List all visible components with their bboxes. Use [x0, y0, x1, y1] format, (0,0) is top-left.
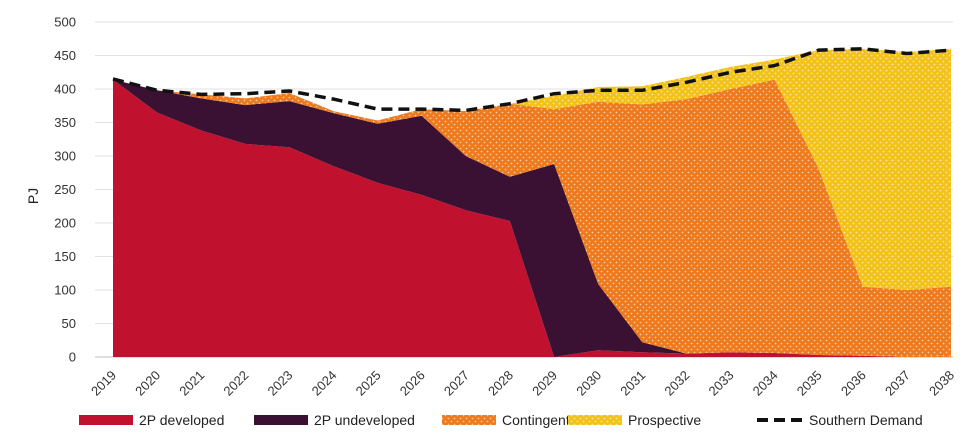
y-tick-label: 450 [54, 48, 76, 63]
legend-label: Prospective [628, 412, 701, 428]
y-axis-label: PJ [25, 188, 41, 204]
legend-swatch [568, 415, 622, 425]
x-tick-label: 2036 [838, 368, 869, 399]
area-series-group [113, 48, 951, 357]
x-tick-label: 2035 [794, 368, 825, 399]
y-tick-label: 400 [54, 82, 76, 97]
demand-line-group [112, 47, 952, 113]
area-prospective [113, 48, 951, 290]
x-tick-label: 2030 [573, 368, 604, 399]
y-tick-label: 300 [54, 149, 76, 164]
x-tick-label: 2028 [485, 368, 516, 399]
legend: 2P developed 2P undeveloped Contingent Pros… [79, 412, 923, 428]
y-axis: 0 50 100 150 200 250 300 350 400 450 500 [54, 15, 76, 365]
x-tick-label: 2025 [353, 368, 384, 399]
y-tick-label: 250 [54, 182, 76, 197]
legend-swatch [254, 415, 308, 425]
legend-label: Southern Demand [809, 412, 923, 428]
x-tick-label: 2020 [132, 368, 163, 399]
legend-item-contingent: Contingent [442, 412, 570, 428]
x-tick-label: 2021 [176, 368, 207, 399]
x-tick-label: 2032 [661, 368, 692, 399]
x-axis: 2019 2020 2021 2022 2023 2024 2025 2026 2027 2028… [88, 368, 957, 399]
x-tick-label: 2037 [882, 368, 913, 399]
legend-item-2p-developed: 2P developed [79, 412, 224, 428]
legend-item-southern-demand: Southern Demand [757, 412, 923, 428]
legend-label: 2P developed [139, 412, 224, 428]
legend-swatch [442, 415, 496, 425]
legend-label: 2P undeveloped [314, 412, 415, 428]
line-southern-demand [112, 47, 952, 113]
area-2p-undeveloped [113, 79, 951, 357]
x-tick-label: 2038 [926, 368, 957, 399]
legend-item-2p-undeveloped: 2P undeveloped [254, 412, 415, 428]
y-tick-label: 200 [54, 216, 76, 231]
area-contingent [113, 79, 951, 357]
legend-item-prospective: Prospective [568, 412, 701, 428]
y-tick-label: 50 [62, 316, 76, 331]
x-tick-label: 2023 [264, 368, 295, 399]
area-2p-developed [113, 79, 951, 357]
legend-label: Contingent [502, 412, 570, 428]
x-tick-label: 2024 [309, 368, 340, 399]
y-tick-label: 500 [54, 15, 76, 30]
x-tick-label: 2026 [397, 368, 428, 399]
y-tick-label: 150 [54, 249, 76, 264]
x-tick-label: 2022 [220, 368, 251, 399]
y-tick-label: 350 [54, 115, 76, 130]
x-tick-label: 2019 [88, 368, 119, 399]
x-tick-label: 2033 [706, 368, 737, 399]
x-tick-label: 2027 [441, 368, 472, 399]
x-tick-label: 2029 [529, 368, 560, 399]
y-tick-label: 0 [69, 350, 76, 365]
legend-swatch [79, 415, 133, 425]
y-tick-label: 100 [54, 283, 76, 298]
x-tick-label: 2034 [750, 368, 781, 399]
x-tick-label: 2031 [617, 368, 648, 399]
